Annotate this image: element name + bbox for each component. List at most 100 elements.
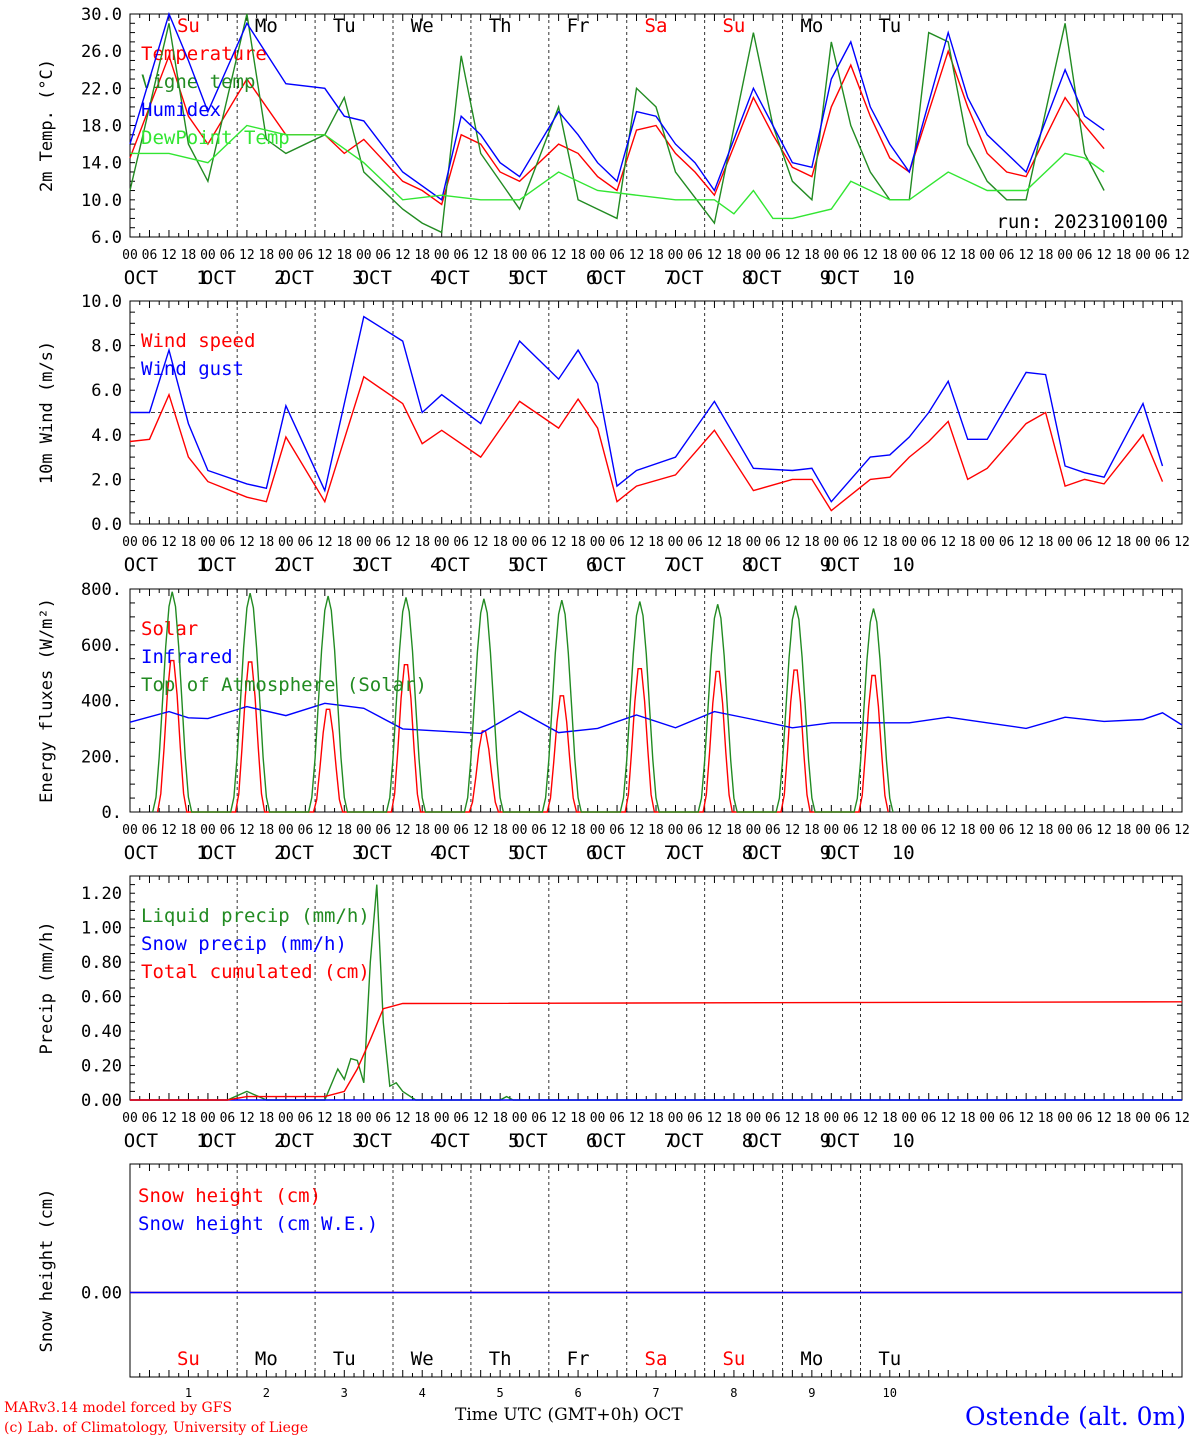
panel-3: 0. 200. 400. 600. 800. Energy fluxes (W/m²) So… [37,580,1190,864]
y-axis-label: Precip (mm/h) [37,921,57,1054]
x-hour-label: 06 [921,535,937,550]
y-tick-label: 22.0 [81,79,122,99]
x-hour-label: 12 [1018,823,1034,838]
x-hour-label: 00 [668,823,684,838]
x-day-label: 9 [820,842,831,864]
x-hour-label: 00 [122,535,138,550]
x-day-number: 1 [185,1386,192,1400]
y-tick-label: 0.00 [81,1284,122,1304]
weekday-label: Mo [255,1348,278,1370]
legend-entry: Vigne temp [141,71,255,93]
legend-entry: Liquid precip (mm/h) [141,905,370,927]
x-hour-label: 00 [278,1111,294,1126]
x-hour-label: 00 [979,823,995,838]
x-hour-label: 18 [181,1111,197,1126]
x-day-label: 10 [892,842,915,864]
x-hour-label: 18 [804,535,820,550]
x-day-label: 3 [352,267,363,289]
x-month-label: OCT [124,554,158,576]
x-hour-label: 18 [259,535,275,550]
x-hour-label: 18 [570,535,586,550]
x-month-label: OCT [436,267,470,289]
series-line-wind-speed [129,375,1164,512]
x-hour-label: 18 [492,823,508,838]
y-tick-label: 800. [81,580,122,600]
x-hour-label: 12 [1018,1111,1034,1126]
x-hour-label: 12 [1096,823,1112,838]
x-hour-label: 00 [356,248,372,263]
x-hour-label: 12 [1174,535,1190,550]
x-month-label: OCT [280,842,314,864]
x-hour-label: 00 [979,535,995,550]
weekday-label: Th [489,1348,512,1370]
x-day-label: 4 [430,267,441,289]
weekday-label: Tu [878,1348,901,1370]
run-label: run: 2023100100 [996,211,1168,233]
x-hour-label: 00 [122,248,138,263]
x-hour-label: 06 [1077,1111,1093,1126]
x-hour-label: 06 [921,823,937,838]
panel-frame [129,588,1183,813]
x-day-label: 8 [742,842,753,864]
x-hour-label: 06 [1077,535,1093,550]
x-hour-label: 00 [746,1111,762,1126]
x-hour-label: 12 [862,535,878,550]
y-tick-label: 6.0 [91,381,122,401]
legend-entry: Solar [141,618,198,640]
x-month-label: OCT [669,842,703,864]
x-hour-label: 18 [570,248,586,263]
x-month-label: OCT [591,267,625,289]
x-hour-label: 00 [356,823,372,838]
x-hour-label: 18 [570,823,586,838]
x-month-label: OCT [124,842,158,864]
x-month-label: OCT [513,842,547,864]
x-hour-label: 12 [707,535,723,550]
x-hour-label: 06 [999,823,1015,838]
x-day-number: 8 [730,1386,737,1400]
x-hour-label: 12 [862,248,878,263]
series-line-dewpoint-temp [130,124,1105,220]
x-hour-label: 06 [609,535,625,550]
x-hour-label: 00 [746,535,762,550]
weekday-label: We [411,1348,434,1370]
x-day-label: 8 [742,267,753,289]
y-tick-label: 2.0 [91,470,122,490]
y-tick-label: 18.0 [81,117,122,137]
weekday-label: Sa [645,15,668,37]
x-hour-label: 12 [395,823,411,838]
x-month-label: OCT [747,842,781,864]
x-axis-title: Time UTC (GMT+0h) OCT [455,1405,683,1425]
x-month-label: OCT [358,842,392,864]
x-hour-label: 18 [1038,1111,1054,1126]
x-hour-label: 12 [161,248,177,263]
x-day-label: 3 [352,554,363,576]
x-month-label: OCT [436,554,470,576]
x-hour-label: 00 [1135,823,1151,838]
y-tick-label: 8.0 [91,337,122,357]
y-tick-label: 0.40 [81,1022,122,1042]
x-hour-label: 00 [356,1111,372,1126]
x-hour-label: 06 [531,248,547,263]
x-day-label: 10 [892,267,915,289]
x-hour-label: 00 [590,1111,606,1126]
x-hour-label: 00 [901,823,917,838]
x-month-label: OCT [202,842,236,864]
x-hour-label: 06 [220,1111,236,1126]
panel-1: 6.0 10.0 14.0 18.0 22.0 26.0 30.0 2m Temp. (°C)… [37,5,1190,289]
x-hour-label: 12 [239,535,255,550]
x-hour-label: 00 [901,1111,917,1126]
x-day-label: 4 [430,1130,441,1152]
x-hour-label: 06 [1155,823,1171,838]
x-hour-label: 06 [220,535,236,550]
x-hour-label: 06 [921,1111,937,1126]
x-day-label: 7 [664,267,675,289]
x-hour-label: 18 [414,535,430,550]
x-day-label: 10 [892,1130,915,1152]
x-hour-label: 18 [726,823,742,838]
credit-model: MARv3.14 model forced by GFS [4,1400,233,1416]
x-day-label: 5 [508,842,519,864]
x-hour-label: 06 [843,823,859,838]
x-hour-label: 18 [336,823,352,838]
x-month-label: OCT [825,842,859,864]
